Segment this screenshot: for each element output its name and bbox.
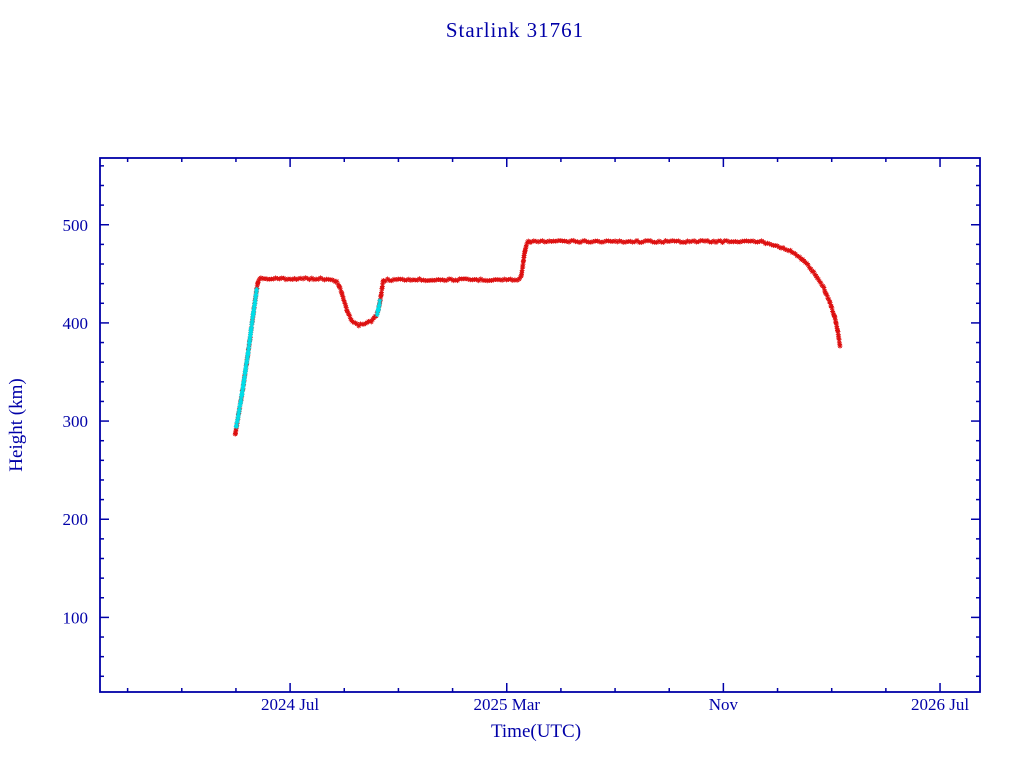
series-height-cyan <box>233 286 383 430</box>
x-tick-label: Nov <box>709 695 739 714</box>
plot-frame <box>99 157 981 693</box>
axis-ticks <box>100 158 980 692</box>
x-axis-label: Time(UTC) <box>491 721 581 742</box>
plot-box <box>99 157 981 693</box>
y-axis-label: Height (km) <box>6 378 27 471</box>
chart-title: Starlink 31761 <box>446 18 584 42</box>
data-series <box>232 237 843 437</box>
y-tick-label: 200 <box>63 510 89 529</box>
x-tick-label: 2026 Jul <box>911 695 969 714</box>
y-tick-label: 500 <box>63 216 89 235</box>
series-height-red <box>232 237 843 437</box>
y-tick-label: 400 <box>63 314 89 333</box>
x-tick-label: 2024 Jul <box>261 695 319 714</box>
tick-labels: 2024 Jul 2025 Mar Nov 2026 Jul 100 200 300 400 5… <box>63 216 970 714</box>
y-tick-label: 100 <box>63 608 89 627</box>
y-tick-label: 300 <box>63 412 89 431</box>
x-tick-label: 2025 Mar <box>473 695 540 714</box>
